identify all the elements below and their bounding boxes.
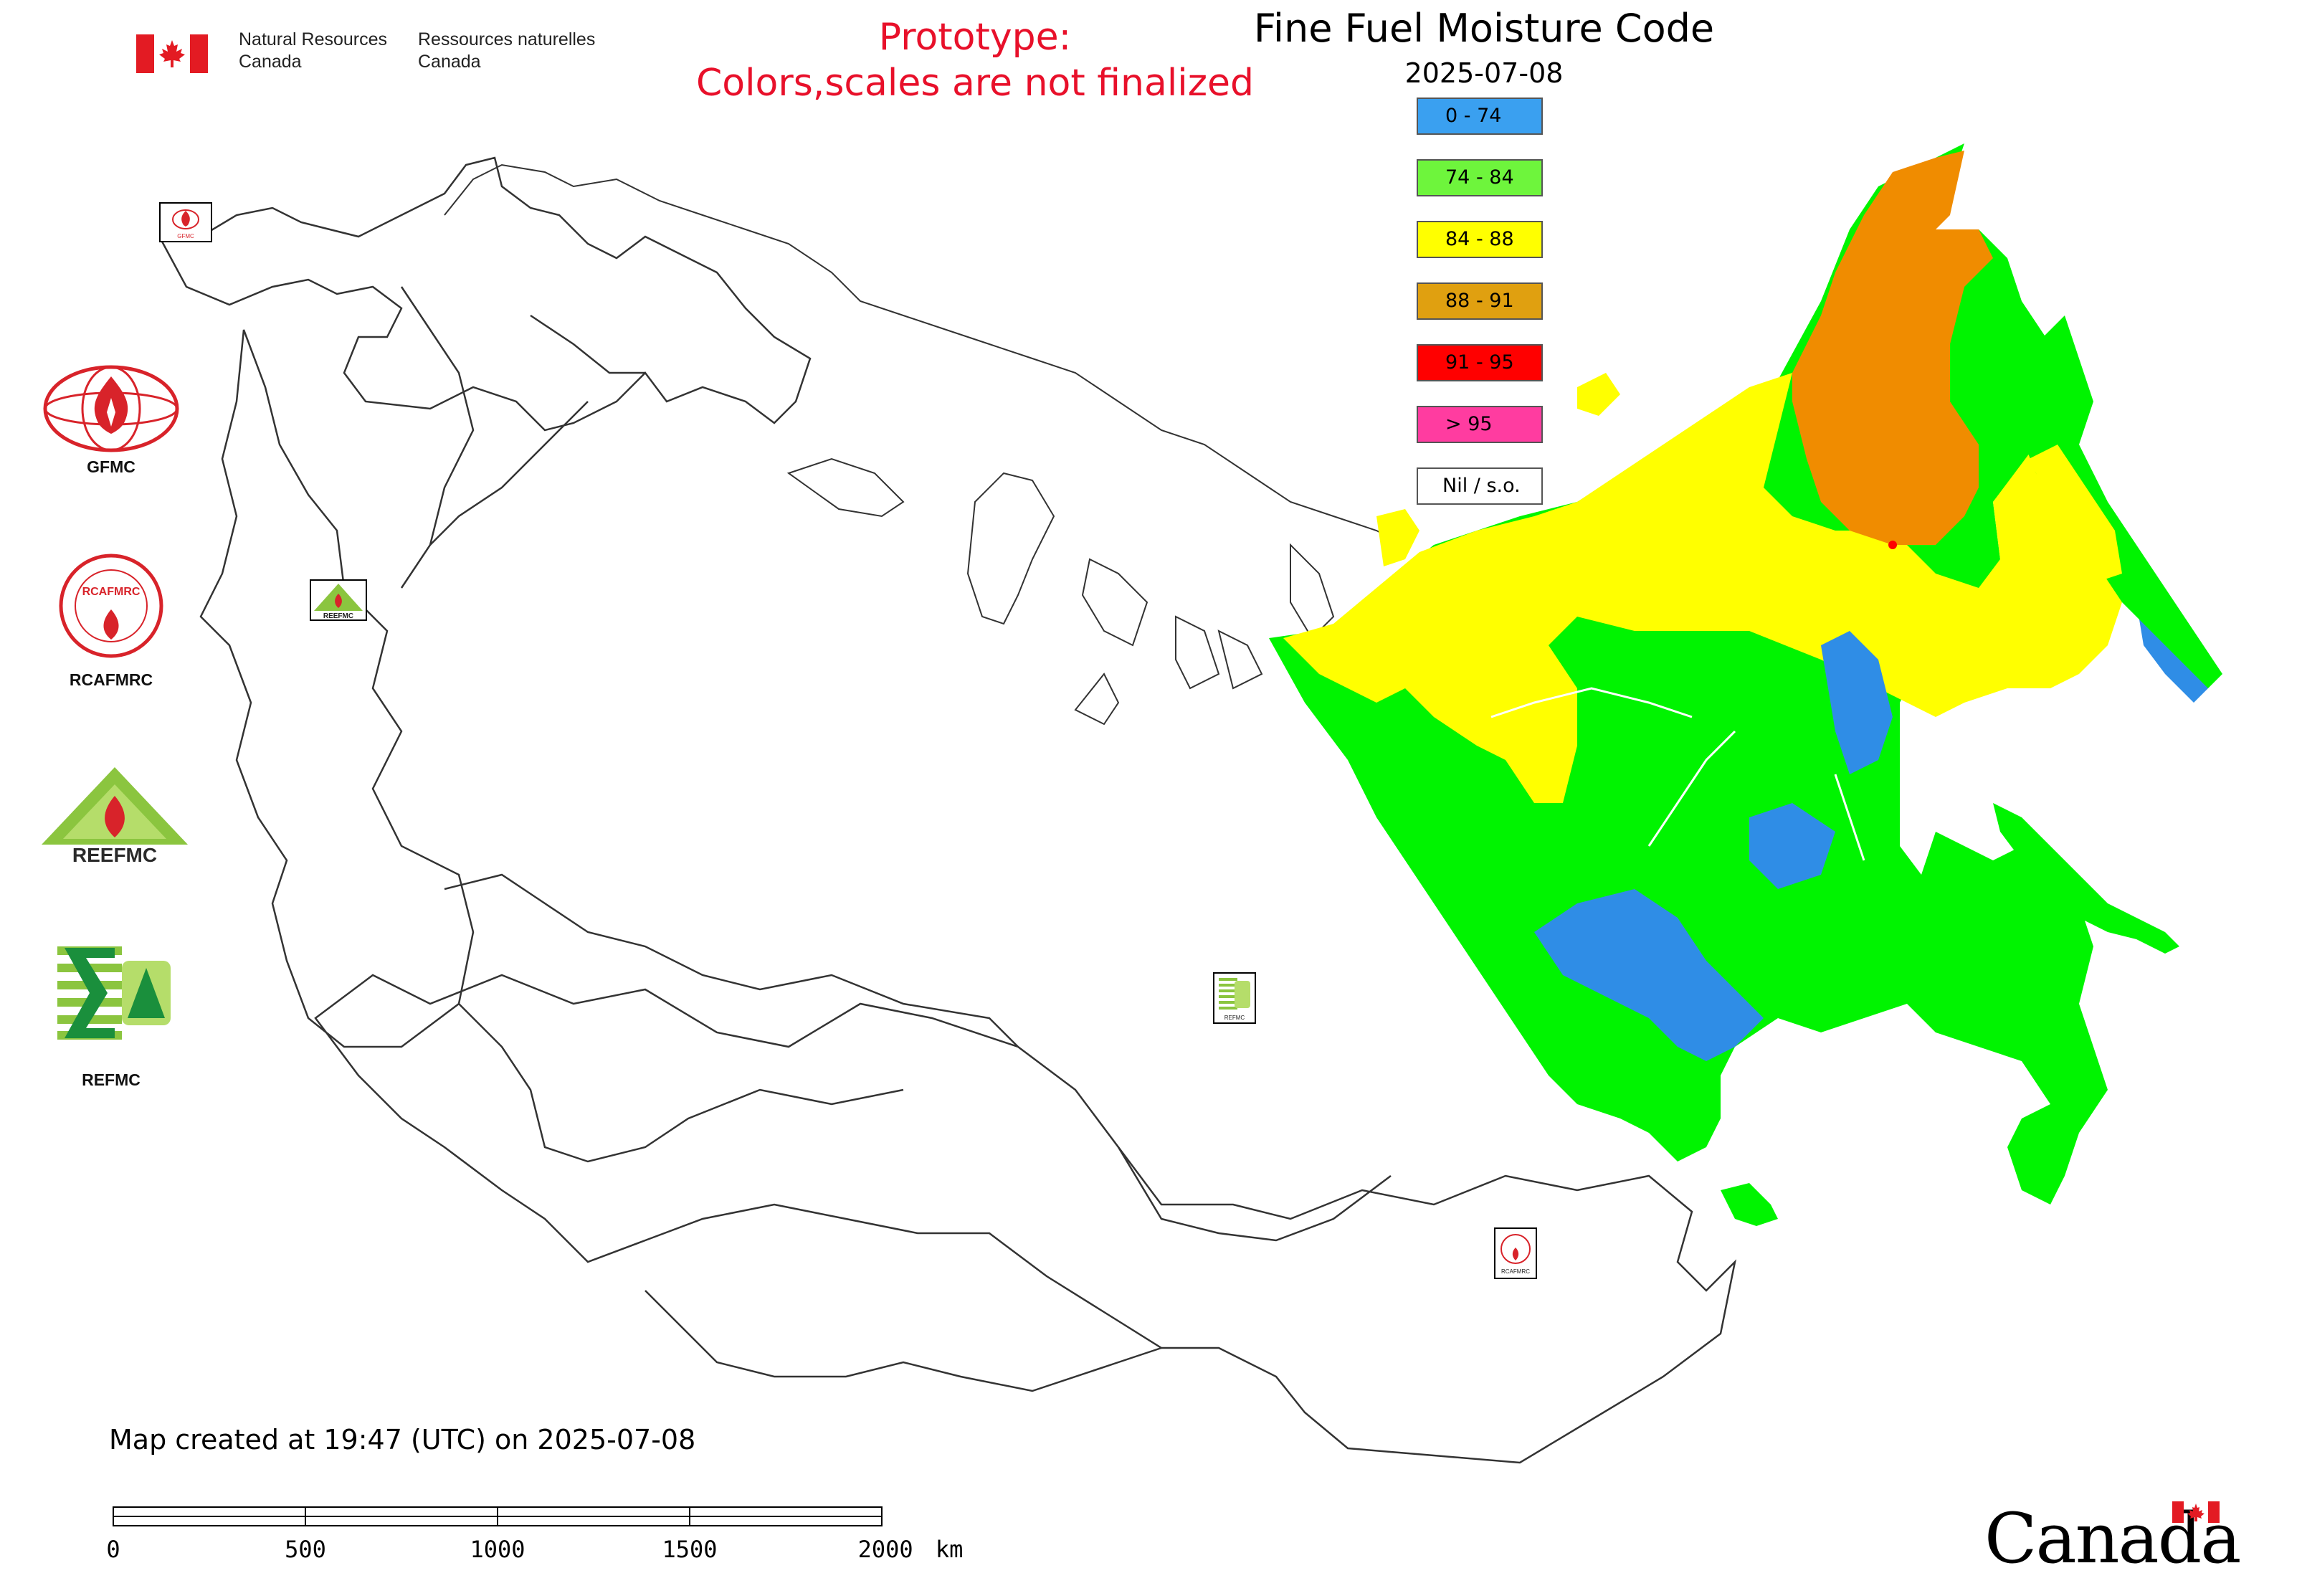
reefmc-marker: REEFMC bbox=[310, 579, 367, 621]
department-en-line1: Natural Resources bbox=[239, 29, 388, 49]
scale-label-2000: 2000 km bbox=[858, 1536, 964, 1563]
rcafmrc-logo: RCAFMRC bbox=[59, 554, 163, 658]
reefmc-logo: REEFMC bbox=[42, 767, 188, 866]
rcafmrc-marker: RCAFMRC bbox=[1494, 1227, 1537, 1279]
region-blue-center bbox=[1749, 803, 1835, 889]
region-kamchatka bbox=[2007, 315, 2222, 688]
legend-label: 91 - 95 bbox=[1445, 351, 1514, 374]
hotspot-marker bbox=[1888, 541, 1897, 549]
scale-label-500: 500 bbox=[285, 1536, 326, 1563]
arctic-coastline bbox=[444, 163, 1414, 726]
prototype-notice: Prototype: Colors,scales are not finaliz… bbox=[645, 14, 1305, 106]
region-kamchatka-yellow bbox=[2029, 445, 2122, 581]
department-en-line2: Canada bbox=[239, 52, 302, 72]
legend-item-nil: Nil / s.o. bbox=[1417, 467, 1543, 505]
refmc-caption: REFMC bbox=[82, 1070, 141, 1089]
map-date: 2025-07-08 bbox=[1404, 57, 1564, 89]
region-orange bbox=[1792, 151, 1993, 545]
country-boundaries bbox=[160, 156, 1737, 1464]
map-created-text: Map created at 19:47 (UTC) on 2025-07-08 bbox=[109, 1424, 696, 1455]
department-fr-line2: Canada bbox=[418, 52, 481, 72]
prototype-line1: Prototype: bbox=[878, 16, 1072, 59]
department-name-en: Natural Resources Canada bbox=[239, 29, 387, 73]
prototype-line2: Colors,scales are not finalized bbox=[695, 62, 1255, 105]
gfmc-logo bbox=[43, 365, 179, 452]
region-yellow bbox=[1283, 373, 2122, 803]
inland-water bbox=[1490, 687, 1865, 861]
scale-label-1000: 1000 bbox=[470, 1536, 525, 1563]
reefmc-marker-caption: REEFMC bbox=[323, 612, 353, 620]
gfmc-marker: GFMC bbox=[159, 202, 212, 242]
scale-label-0: 0 bbox=[106, 1536, 120, 1563]
legend-item-74-84: 74 - 84 bbox=[1417, 159, 1543, 196]
refmc-marker-caption: REFMC bbox=[1224, 1015, 1245, 1021]
scale-label-2000-value: 2000 bbox=[857, 1536, 913, 1563]
department-name-fr: Ressources naturelles Canada bbox=[418, 29, 595, 73]
scale-bar bbox=[113, 1506, 883, 1526]
legend-label: 84 - 88 bbox=[1445, 228, 1514, 250]
region-blue-east bbox=[1821, 631, 1893, 774]
legend-label: 0 - 74 bbox=[1445, 105, 1502, 127]
region-arctic-yellow bbox=[1376, 509, 1419, 566]
region-southern-island bbox=[1721, 1183, 1778, 1226]
ffmc-colored-region bbox=[1269, 143, 2222, 1226]
rcafmrc-caption: RCAFMRC bbox=[69, 670, 153, 689]
region-blue-south bbox=[1534, 889, 1764, 1061]
legend-item-84-88: 84 - 88 bbox=[1417, 221, 1543, 258]
map-title: Fine Fuel Moisture Code bbox=[1253, 6, 1715, 51]
region-sakhalin bbox=[1993, 803, 2179, 954]
gfmc-marker-caption: GFMC bbox=[177, 233, 194, 239]
legend-label: > 95 bbox=[1445, 413, 1493, 435]
legend-label: 74 - 84 bbox=[1445, 166, 1514, 189]
legend-item-88-91: 88 - 91 bbox=[1417, 282, 1543, 320]
rcafmrc-ring-text: RCAFMRC bbox=[82, 586, 141, 598]
department-fr-line1: Ressources naturelles bbox=[418, 29, 596, 49]
canada-wordmark-flag-icon bbox=[2172, 1501, 2220, 1523]
legend-item-91-95: 91 - 95 bbox=[1417, 344, 1543, 381]
canada-flag-icon bbox=[136, 34, 208, 73]
refmc-marker: REFMC bbox=[1213, 972, 1256, 1024]
reefmc-logo-text: REEFMC bbox=[72, 844, 157, 866]
gfmc-caption: GFMC bbox=[87, 457, 135, 476]
rcafmrc-marker-caption: RCAFMRC bbox=[1501, 1268, 1530, 1275]
region-arctic-yellow-2 bbox=[1577, 373, 1620, 416]
legend-item-gt-95: > 95 bbox=[1417, 406, 1543, 443]
scale-label-unit: km bbox=[935, 1536, 964, 1563]
refmc-logo bbox=[57, 946, 171, 1040]
legend-label: 88 - 91 bbox=[1445, 290, 1514, 312]
scale-label-1500: 1500 bbox=[662, 1536, 718, 1563]
legend-label: Nil / s.o. bbox=[1442, 475, 1521, 497]
legend-item-0-74: 0 - 74 bbox=[1417, 98, 1543, 135]
